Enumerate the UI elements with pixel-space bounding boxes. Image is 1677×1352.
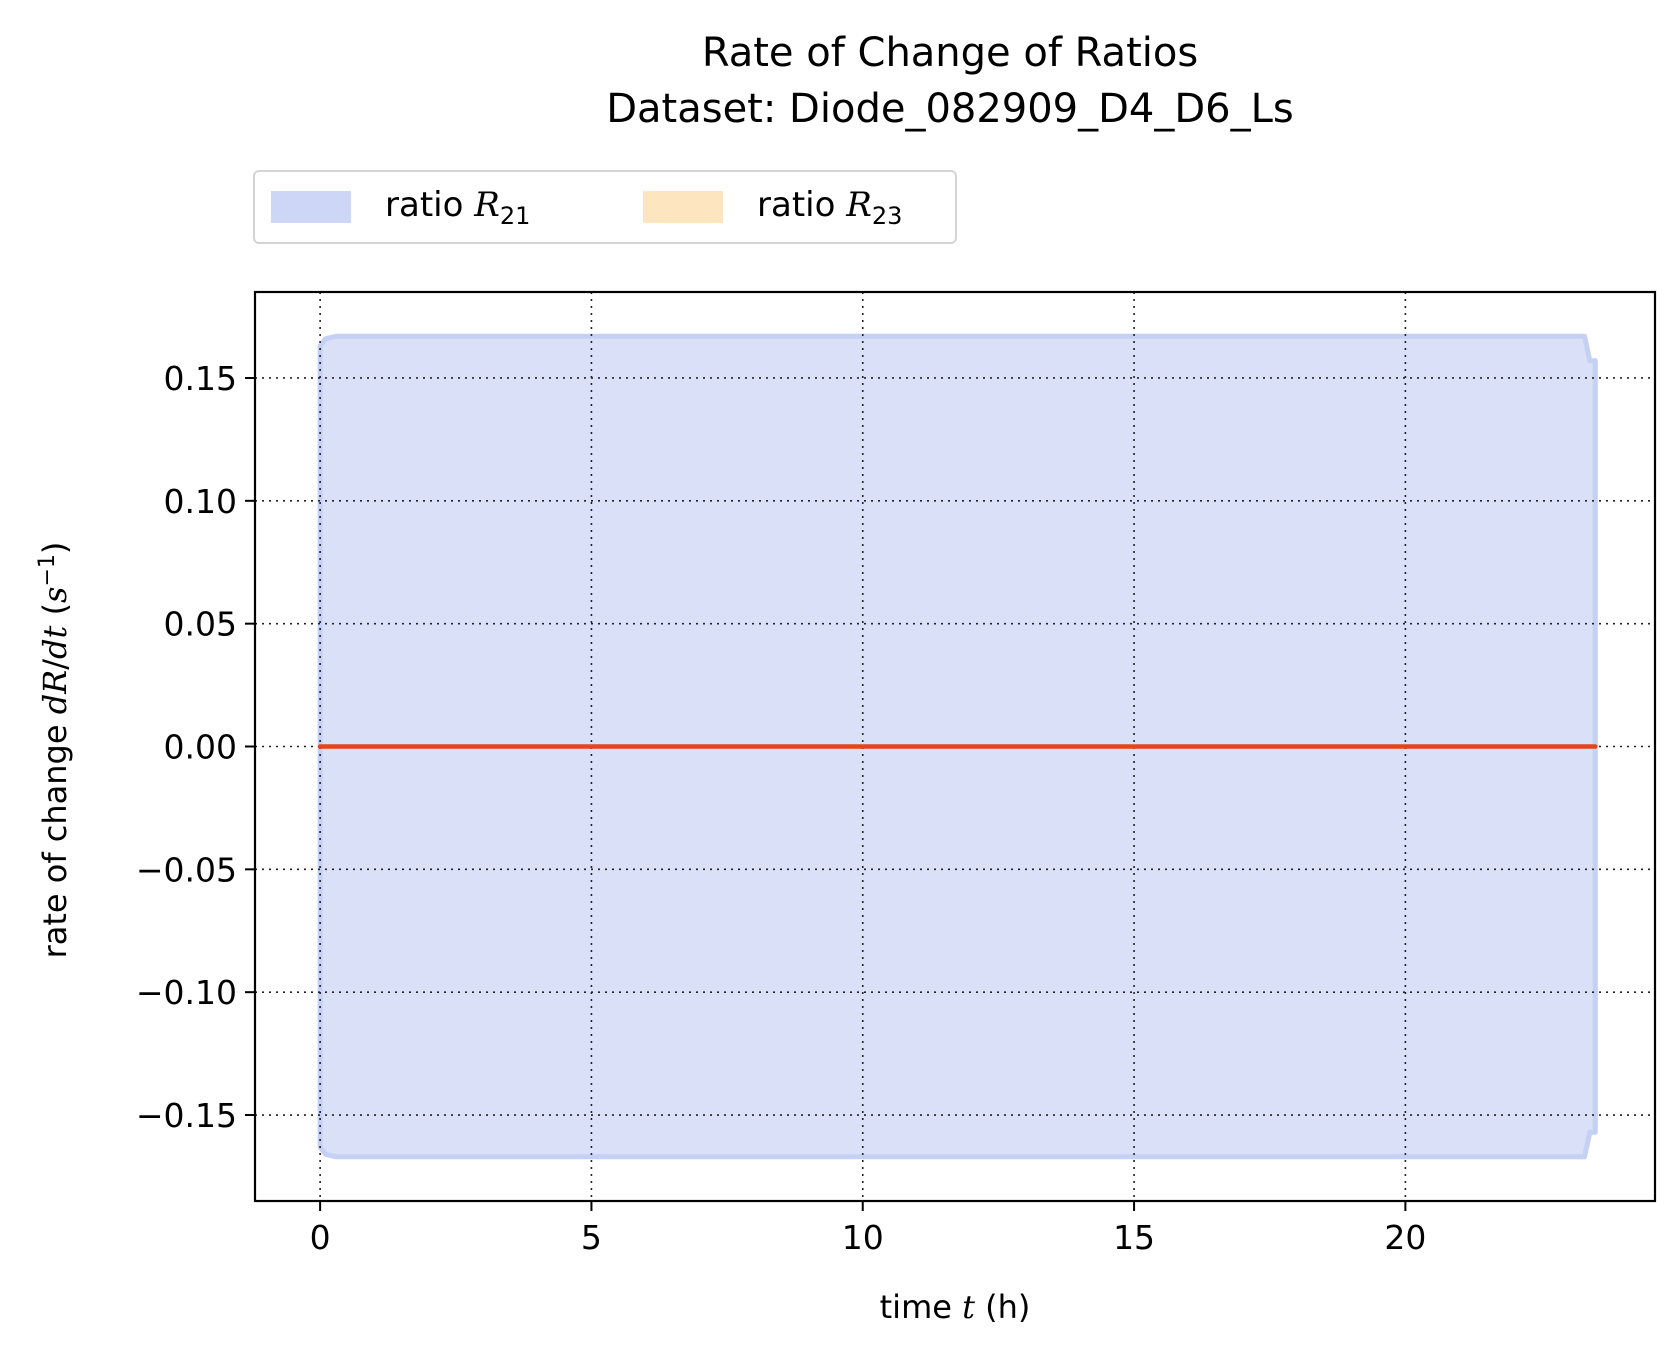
y-axis-label: rate of change dR/dt (s−1) bbox=[35, 542, 74, 959]
legend-label-r23: ratio R23 bbox=[757, 184, 903, 230]
legend-swatch-r23 bbox=[643, 191, 723, 223]
x-axis-label: time t (h) bbox=[880, 1288, 1031, 1326]
y-tick-label-6: −0.15 bbox=[136, 1096, 237, 1135]
x-tick-label-3: 15 bbox=[1113, 1218, 1155, 1257]
legend-entry-r21: ratio R21 bbox=[271, 172, 530, 242]
x-tick-label-4: 20 bbox=[1384, 1218, 1426, 1257]
x-tick-label-0: 0 bbox=[310, 1218, 331, 1257]
y-tick-label-2: 0.05 bbox=[164, 605, 237, 644]
chart-title: Rate of Change of Ratios bbox=[702, 30, 1198, 76]
chart-subtitle: Dataset: Diode_082909_D4_D6_Ls bbox=[606, 86, 1294, 132]
y-tick-label-3: 0.00 bbox=[164, 728, 237, 767]
y-tick-label-1: 0.10 bbox=[164, 482, 237, 521]
legend-swatch-r21 bbox=[271, 191, 351, 223]
plot-area: 0 5 10 15 20 0.15 0.10 0.05 0.00 −0.05 −0.10 −0.15 bbox=[136, 290, 1657, 1257]
y-tick-label-5: −0.10 bbox=[136, 973, 237, 1012]
legend-entry-r23: ratio R23 bbox=[643, 172, 902, 242]
x-tick-label-1: 5 bbox=[581, 1218, 602, 1257]
legend-label-r21: ratio R21 bbox=[385, 184, 531, 230]
y-tick-label-0: 0.15 bbox=[164, 359, 237, 398]
y-tick-label-4: −0.05 bbox=[136, 850, 237, 889]
legend: ratio R21 ratio R23 bbox=[253, 170, 957, 244]
x-tick-label-2: 10 bbox=[842, 1218, 884, 1257]
